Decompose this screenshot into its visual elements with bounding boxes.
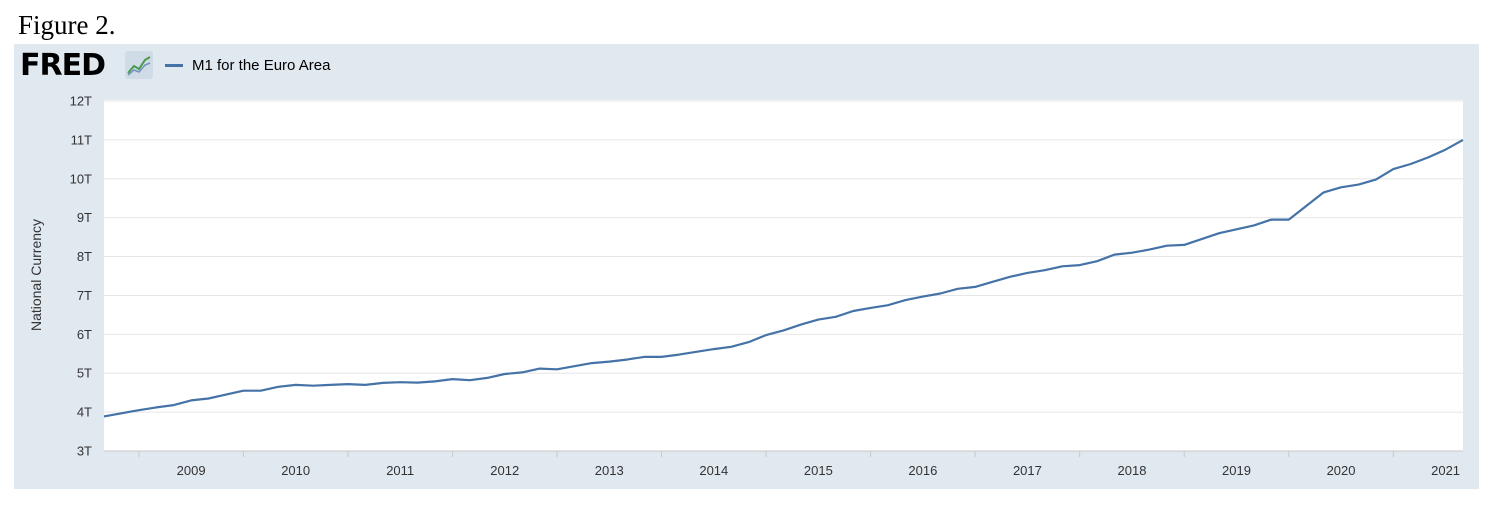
x-tick-label: 2020	[1327, 463, 1356, 478]
y-tick-label: 7T	[77, 288, 92, 303]
x-tick-label: 2016	[908, 463, 937, 478]
x-axis: 2009 2010 2011 2012 2013 2014 2015 2016 2017 2018…	[138, 451, 1460, 478]
x-tick-label: 2015	[804, 463, 833, 478]
fred-logo[interactable]: FRED	[20, 48, 106, 83]
y-axis: 3T 4T 5T 6T 7T 8T 9T 10T 11T 12T	[70, 94, 92, 459]
x-tick-label: 2018	[1118, 463, 1147, 478]
x-tick-label: 2011	[386, 463, 414, 478]
x-tick-label: 2019	[1222, 463, 1251, 478]
y-tick-label: 3T	[77, 444, 92, 459]
series-layer	[103, 138, 1464, 418]
y-tick-label: 11T	[71, 132, 92, 147]
y-tick-label: 12T	[70, 94, 92, 109]
y-axis-title: National Currency	[28, 219, 44, 331]
x-tick-label: 2010	[281, 463, 310, 478]
x-tick-label: 2012	[490, 463, 519, 478]
line-graph-icon	[125, 51, 153, 79]
grid-layer	[104, 100, 1463, 452]
x-tick-label: 2014	[699, 463, 728, 478]
y-tick-label: 10T	[70, 171, 92, 186]
y-tick-label: 8T	[77, 249, 92, 264]
x-tick-label: 2009	[177, 463, 206, 478]
x-tick-label: 2017	[1013, 463, 1042, 478]
plot-area	[104, 100, 1463, 451]
figure-caption: Figure 2.	[18, 10, 116, 40]
y-tick-label: 4T	[77, 405, 92, 420]
y-tick-label: 9T	[77, 210, 92, 225]
chart-legend: M1 for the Euro Area	[165, 54, 330, 76]
x-tick-label: 2013	[595, 463, 624, 478]
series-line-m1-euro-area	[103, 138, 1464, 418]
x-tick-label: 2021	[1431, 463, 1460, 478]
legend-label: M1 for the Euro Area	[192, 56, 331, 74]
y-tick-label: 6T	[77, 327, 92, 342]
legend-swatch	[165, 63, 183, 67]
y-tick-label: 5T	[77, 366, 92, 381]
